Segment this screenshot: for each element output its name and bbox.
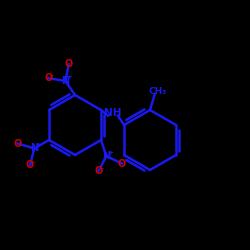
Text: O: O xyxy=(118,158,126,168)
Text: NH: NH xyxy=(104,108,122,118)
Text: O: O xyxy=(65,59,73,69)
Text: +: + xyxy=(108,150,113,156)
Text: N: N xyxy=(30,144,38,154)
Text: +: + xyxy=(35,142,41,148)
Text: O: O xyxy=(94,166,102,176)
Text: O: O xyxy=(14,138,22,148)
Text: O: O xyxy=(26,160,34,170)
Text: ⁻: ⁻ xyxy=(31,160,36,168)
Text: O: O xyxy=(44,73,52,83)
Text: N: N xyxy=(61,76,70,86)
Text: ⁻: ⁻ xyxy=(100,166,104,175)
Text: N: N xyxy=(102,151,110,161)
Text: CH₃: CH₃ xyxy=(148,88,167,96)
Text: ⁻: ⁻ xyxy=(50,72,54,82)
Text: +: + xyxy=(66,74,72,80)
